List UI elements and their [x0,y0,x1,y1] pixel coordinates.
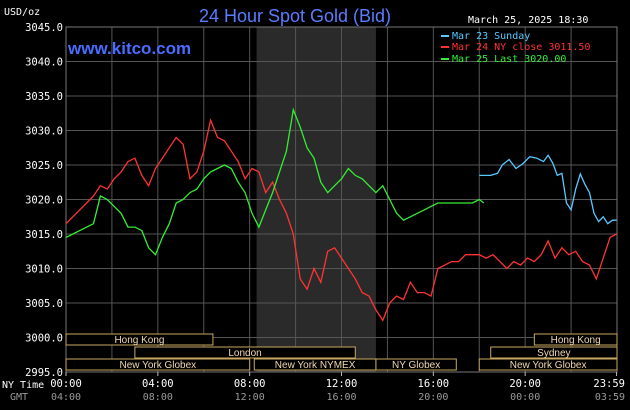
x-tick-label-gmt: 12:00 [235,392,265,403]
grid [65,26,618,373]
series-lines [65,107,617,322]
session-bar [490,346,618,359]
session-bar [478,358,618,371]
y-tick-label: 3035.0 [25,91,63,103]
y-tick-label: 2995.0 [25,367,63,379]
session-bar [65,358,251,371]
session-label: New York Globex [119,360,196,371]
legend-swatch-mar23 [441,35,449,37]
legend-swatch-mar24 [441,46,449,48]
session-label: New York Globex [510,360,587,371]
ny-time-row-label: NY Time [2,380,44,391]
x-tick-label-ny: 08:00 [234,378,266,390]
session-label: London [228,348,261,359]
x-tick-label-ny: 20:00 [509,378,541,390]
x-tick-label-gmt: 00:00 [510,392,540,403]
session-label: NY Globex [392,360,440,371]
legend-label-mar23: Mar 23 Sunday [452,31,530,42]
legend-label-mar24: Mar 24 NY close 3011.50 [452,42,590,53]
session-bar [65,333,214,346]
x-axis-ticks: 00:00 04:00 04:00 08:00 08:00 12:00 12:00 16:00… [50,372,625,403]
chart-title: 24 Hour Spot Gold (Bid) [199,6,391,26]
y-tick-label: 3030.0 [25,126,63,138]
gmt-row-label: GMT [10,392,28,403]
session-label: New York NYMEX [275,360,356,371]
x-tick-label-ny: 00:00 [50,378,82,390]
x-tick-label-ny: 23:59 [593,378,625,390]
y-tick-label: 3015.0 [25,229,63,241]
y-tick-label: 3045.0 [25,22,63,34]
session-bar [375,358,457,371]
y-tick-label: 3010.0 [25,264,63,276]
y-tick-label: 3020.0 [25,195,63,207]
x-tick-label-gmt: 04:00 [51,392,81,403]
site-watermark: www.kitco.com [67,39,191,58]
series-line-mar23 [479,154,617,225]
series-line-mar25 [65,107,485,256]
session-label: Hong Kong [114,335,164,346]
x-tick-label-gmt: 03:59 [595,392,625,403]
x-tick-label-gmt: 16:00 [326,392,356,403]
x-tick-label-ny: 16:00 [418,378,450,390]
session-bars: Hong Kong London New York Globex New York N… [65,333,618,371]
legend: Mar 23 Sunday Mar 24 NY close 3011.50 Ma… [441,31,590,65]
x-tick-label-ny: 12:00 [326,378,358,390]
legend-swatch-mar25 [441,58,449,60]
y-axis-ticks: 3045.0 3040.0 3035.0 3030.0 3025.0 3020.0 3015… [25,22,63,379]
y-tick-label: 3000.0 [25,333,63,345]
session-label: Sydney [537,348,570,359]
series-line-mar24 [65,117,617,322]
chart-datetime: March 25, 2025 18:30 [468,15,588,26]
y-tick-label: 3025.0 [25,160,63,172]
session-bar [134,346,356,359]
session-bar [533,333,618,346]
legend-label-mar25: Mar 25 Last 3020.00 [452,54,566,65]
session-label: Hong Kong [551,335,601,346]
x-tick-label-gmt: 20:00 [418,392,448,403]
x-tick-label-gmt: 08:00 [143,392,173,403]
x-tick-label-ny: 04:00 [142,378,174,390]
y-tick-label: 3040.0 [25,57,63,69]
y-tick-label: 3005.0 [25,298,63,310]
y-axis-unit: USD/oz [4,7,40,18]
